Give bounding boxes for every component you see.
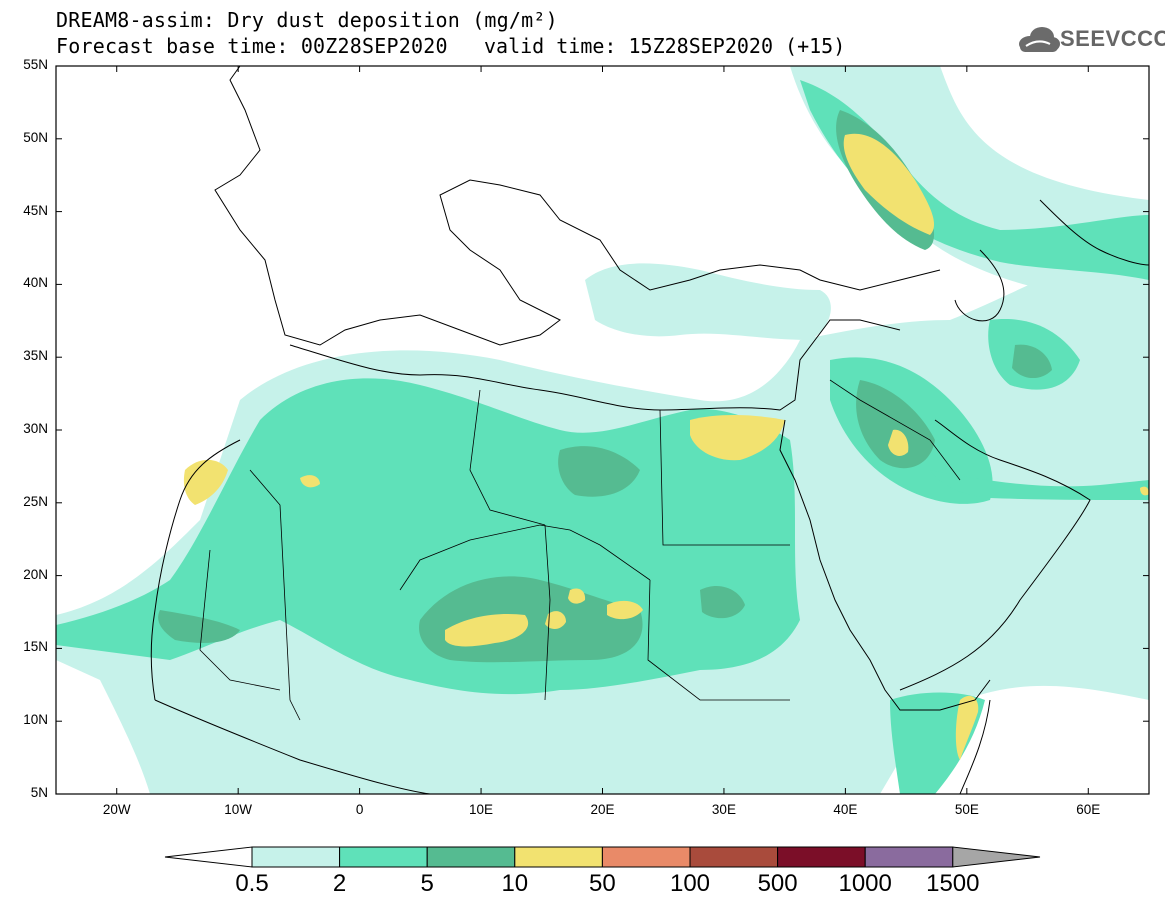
lat-tick-label: 30N bbox=[23, 421, 48, 436]
colorbar-swatch bbox=[514, 846, 603, 868]
colorbar-label: 100 bbox=[669, 870, 711, 897]
colorbar-swatch bbox=[339, 846, 428, 868]
lon-tick-label: 10E bbox=[469, 802, 494, 817]
deposition-shading bbox=[56, 66, 1149, 794]
lat-tick-label: 35N bbox=[23, 348, 48, 364]
lat-tick-label: 55N bbox=[23, 57, 48, 72]
colorbar-label: 2 bbox=[332, 870, 347, 897]
colorbar-swatch bbox=[251, 846, 341, 868]
lon-tick-label: 40E bbox=[833, 802, 858, 817]
forecast-base-time: Forecast base time: 00Z28SEP2020 bbox=[56, 34, 448, 58]
lat-tick-label: 40N bbox=[23, 275, 48, 291]
colorbar-label: 5 bbox=[420, 870, 434, 897]
lat-tick-label: 5N bbox=[30, 785, 48, 800]
coastlines bbox=[150, 66, 1149, 794]
lon-tick-label: 30E bbox=[711, 802, 736, 817]
lat-tick-label: 50N bbox=[23, 129, 48, 145]
valid-time: valid time: 15Z28SEP2020 (+15) bbox=[484, 34, 846, 58]
lat-tick-label: 45N bbox=[23, 202, 48, 218]
lon-tick-label: 50E bbox=[954, 802, 979, 817]
colorbar-swatch bbox=[426, 846, 516, 868]
colorbar-over-triangle bbox=[952, 846, 1041, 868]
colorbar-label: 50 bbox=[589, 870, 616, 897]
lat-tick-label: 25N bbox=[23, 493, 48, 509]
colorbar-label: 1500 bbox=[926, 870, 980, 897]
colorbar-label: 500 bbox=[757, 870, 798, 897]
lat-tick-label: 10N bbox=[23, 712, 48, 728]
shade-level-10 bbox=[183, 133, 1149, 760]
lat-tick-label: 15N bbox=[23, 639, 48, 655]
cloud-logo-icon bbox=[1019, 27, 1060, 52]
lon-tick-label: 60E bbox=[1076, 802, 1101, 817]
map-title: DREAM8-assim: Dry dust deposition (mg/m²… bbox=[56, 8, 558, 32]
colorbar-label: 0.5 bbox=[235, 870, 269, 897]
colorbar bbox=[164, 846, 1041, 868]
colorbar-swatch bbox=[864, 846, 954, 868]
colorbar-label: 10 bbox=[501, 870, 529, 897]
lon-tick-label: 20W bbox=[102, 802, 131, 817]
colorbar-under-triangle bbox=[164, 846, 253, 868]
borders bbox=[199, 379, 961, 721]
axis-ticks bbox=[56, 65, 1149, 795]
colorbar-swatch bbox=[777, 846, 866, 868]
lon-tick-label: 10W bbox=[224, 802, 253, 817]
lon-tick-label: 20E bbox=[590, 802, 615, 817]
lat-tick-label: 20N bbox=[23, 566, 48, 582]
logo-text: SEEVCCC bbox=[1060, 26, 1165, 51]
lon-tick-label: 0 bbox=[355, 802, 364, 817]
colorbar-swatch bbox=[689, 846, 779, 868]
colorbar-swatch bbox=[601, 846, 691, 868]
colorbar-label: 1000 bbox=[838, 870, 892, 897]
